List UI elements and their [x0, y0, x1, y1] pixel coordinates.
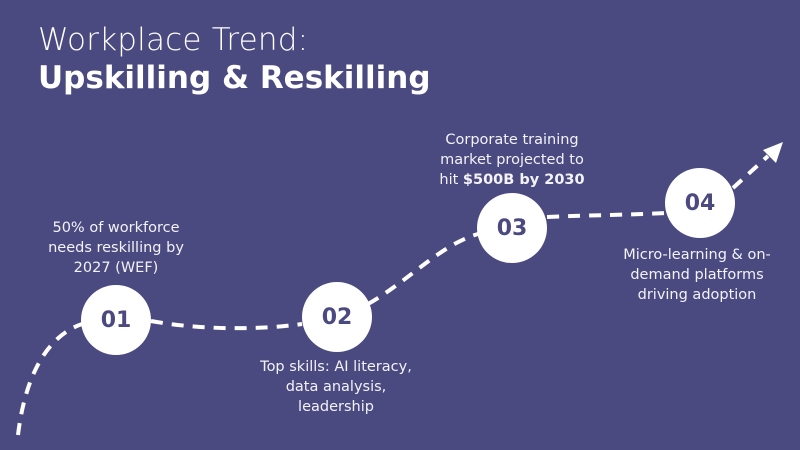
arrow-head-icon: [763, 142, 783, 163]
step-note-04: Micro-learning & on-demand platforms dri…: [623, 247, 771, 303]
path-segment-01-02: [150, 319, 303, 331]
step-circle-04: 04: [665, 168, 735, 238]
path-segment-start: [16, 322, 83, 436]
title-line-1: Workplace Trend:: [38, 22, 309, 58]
step-circle-02: 02: [302, 282, 372, 352]
path-segment-02-03: [367, 232, 479, 306]
step-note-03-text: Corporate training market projected to h…: [439, 132, 584, 188]
path-segment-03-04: [546, 211, 667, 219]
step-note-03: Corporate training market projected to h…: [432, 130, 592, 190]
step-note-03-highlight: $500B by 2030: [462, 172, 585, 188]
path-segment-04-end: [731, 154, 770, 190]
step-circle-01: 01: [81, 285, 151, 355]
step-circle-03: 03: [477, 193, 547, 263]
step-note-02: Top skills: AI literacy, data analysis, …: [260, 359, 412, 415]
step-note-01: 50% of workforce needs reskilling by 202…: [48, 220, 184, 276]
title-line-2: Upskilling & Reskilling: [38, 60, 431, 96]
